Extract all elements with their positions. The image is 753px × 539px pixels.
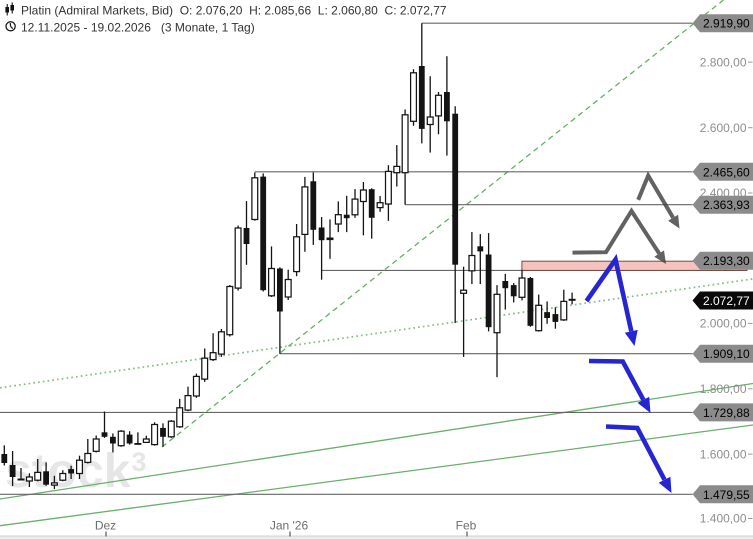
svg-text:2.363,93: 2.363,93 <box>703 198 750 212</box>
svg-text:2.800,00: 2.800,00 <box>700 55 747 69</box>
svg-text:1.400,00: 1.400,00 <box>700 512 747 526</box>
svg-text:2.919,90: 2.919,90 <box>703 17 750 31</box>
svg-text:1.800,00: 1.800,00 <box>700 382 747 396</box>
svg-text:2.000,00: 2.000,00 <box>700 317 747 331</box>
svg-text:3: 3 <box>132 447 147 477</box>
svg-text:2.465,60: 2.465,60 <box>703 165 750 179</box>
svg-text:2.072,77: 2.072,77 <box>703 294 750 308</box>
svg-text:1.729,88: 1.729,88 <box>703 406 750 420</box>
svg-text:1.600,00: 1.600,00 <box>700 447 747 461</box>
svg-text:1.479,55: 1.479,55 <box>703 488 750 502</box>
svg-text:1.909,10: 1.909,10 <box>703 347 750 361</box>
svg-text:2.193,30: 2.193,30 <box>703 254 750 268</box>
svg-text:Dez: Dez <box>95 519 116 533</box>
svg-text:Jan '26: Jan '26 <box>270 519 309 533</box>
svg-text:stock: stock <box>5 445 131 498</box>
svg-text:12.11.2025 - 19.02.2026 (3 M: 12.11.2025 - 19.02.2026 (3 Monate, 1 Tag… <box>21 21 255 35</box>
svg-text:2.600,00: 2.600,00 <box>700 121 747 135</box>
svg-text:Feb: Feb <box>456 519 477 533</box>
svg-text:Platin (Admiral Markets, Bid): Platin (Admiral Markets, Bid) O: 2.076,2… <box>21 4 447 18</box>
